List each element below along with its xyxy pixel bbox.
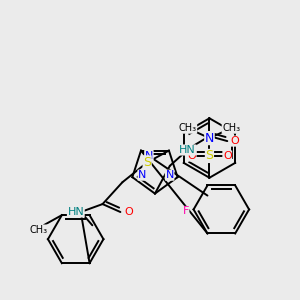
Text: N: N bbox=[166, 170, 174, 180]
Text: O: O bbox=[124, 207, 133, 217]
Text: O: O bbox=[231, 136, 240, 146]
Text: CH₃: CH₃ bbox=[222, 123, 240, 133]
Text: S: S bbox=[143, 156, 151, 169]
Text: HN: HN bbox=[68, 207, 84, 217]
Text: N: N bbox=[138, 170, 146, 180]
Text: CH₃: CH₃ bbox=[30, 225, 48, 235]
Text: N: N bbox=[205, 132, 214, 145]
Text: HN: HN bbox=[179, 145, 196, 155]
Text: CH₃: CH₃ bbox=[178, 123, 197, 133]
Text: O: O bbox=[223, 151, 232, 161]
Text: F: F bbox=[182, 206, 189, 216]
Text: N: N bbox=[145, 151, 153, 160]
Text: O: O bbox=[187, 151, 196, 161]
Text: S: S bbox=[206, 149, 213, 162]
